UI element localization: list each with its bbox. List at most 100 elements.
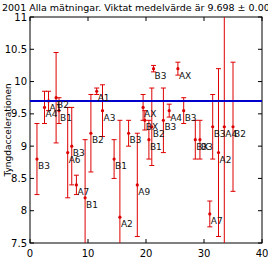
x-tick (30, 239, 31, 243)
point-label: B3 (164, 122, 176, 132)
y-tick (30, 17, 34, 18)
error-point (216, 69, 221, 237)
error-cap (135, 133, 140, 134)
error-cap (141, 94, 146, 95)
error-cap (135, 236, 140, 237)
point-label: B1 (60, 113, 72, 123)
error-cap (210, 159, 215, 160)
error-cap (94, 88, 99, 89)
point-label: A4 (170, 113, 182, 123)
error-cap (57, 97, 62, 98)
error-cap (175, 62, 180, 63)
x-tick (262, 239, 263, 243)
error-cap (46, 91, 51, 92)
error-cap (197, 159, 202, 160)
y-tick (258, 243, 262, 244)
y-tick-label: 11 (14, 12, 27, 23)
error-cap (112, 178, 117, 179)
error-cap (34, 194, 39, 195)
error-cap (216, 236, 221, 237)
y-tick (30, 178, 34, 179)
y-tick (258, 81, 262, 82)
error-cap (117, 120, 122, 121)
point-label: A1 (98, 93, 110, 103)
y-tick (258, 17, 262, 18)
x-tick (88, 239, 89, 243)
point-label: B3 (185, 113, 197, 123)
point-label: B3 (155, 71, 167, 81)
y-label: Tyngdaccelerationen (3, 83, 13, 177)
y-tick (30, 243, 34, 244)
point-label: A3 (104, 113, 116, 123)
y-tick (30, 146, 34, 147)
error-cap (42, 123, 47, 124)
x-tick (146, 239, 147, 243)
error-point (197, 120, 202, 159)
point-label: B2 (153, 129, 165, 139)
error-cap (88, 94, 93, 95)
error-cap (149, 165, 154, 166)
error-cap (167, 104, 172, 105)
point-label: A7 (77, 187, 89, 197)
error-cap (161, 152, 166, 153)
error-cap (151, 65, 156, 66)
point-label: B3 (73, 148, 85, 158)
error-point (34, 124, 39, 195)
point-label: B2 (57, 100, 69, 110)
x-tick (262, 17, 263, 21)
error-cap (126, 146, 131, 147)
error-cap (181, 123, 186, 124)
error-cap (34, 123, 39, 124)
error-point (193, 120, 198, 159)
error-cap (69, 107, 74, 108)
error-cap (65, 197, 70, 198)
x-tick (204, 17, 205, 21)
y-tick-label: 10.5 (5, 44, 27, 55)
point-label: A9 (138, 187, 150, 197)
point-label: B2 (234, 129, 246, 139)
error-cap (54, 52, 59, 53)
y-tick (258, 178, 262, 179)
error-cap (57, 123, 62, 124)
error-cap (112, 139, 117, 140)
y-tick-label: 8.5 (11, 173, 27, 184)
y-tick-label: 9 (21, 141, 27, 152)
plot-marks (34, 17, 235, 243)
point-label: B3 (38, 161, 50, 171)
error-cap (69, 184, 74, 185)
point-label: B1 (150, 142, 162, 152)
y-tick-label: 9.5 (11, 108, 27, 119)
point-label: B3 (201, 142, 213, 152)
point-label: A2 (220, 155, 232, 165)
plot-frame (30, 17, 262, 243)
y-tick (30, 210, 34, 211)
y-tick (258, 49, 262, 50)
x-tick-label: 40 (256, 248, 268, 259)
point-label: A7 (211, 216, 223, 226)
y-tick (30, 49, 34, 50)
error-cap (74, 175, 79, 176)
error-cap (83, 139, 88, 140)
y-tick (258, 210, 262, 211)
error-point (88, 94, 93, 171)
x-tick (146, 17, 147, 21)
y-tick-label: 8 (21, 205, 27, 216)
x-tick (30, 17, 31, 21)
error-cap (149, 88, 154, 89)
error-cap (193, 159, 198, 160)
y-tick (258, 113, 262, 114)
error-cap (54, 142, 59, 143)
error-cap (146, 159, 151, 160)
point-label: AX (144, 109, 156, 119)
x-tick-label: 20 (140, 248, 153, 259)
error-cap (207, 201, 212, 202)
error-point (135, 133, 140, 236)
y-tick-label: 10 (14, 76, 27, 87)
point-label: B3 (214, 129, 226, 139)
error-cap (181, 97, 186, 98)
point-label: B1 (86, 200, 98, 210)
title: 2001 Alla mätningar. Viktat medelvärde ä… (2, 2, 268, 13)
error-cap (88, 171, 93, 172)
error-cap (207, 226, 212, 227)
x-tick (204, 239, 205, 243)
